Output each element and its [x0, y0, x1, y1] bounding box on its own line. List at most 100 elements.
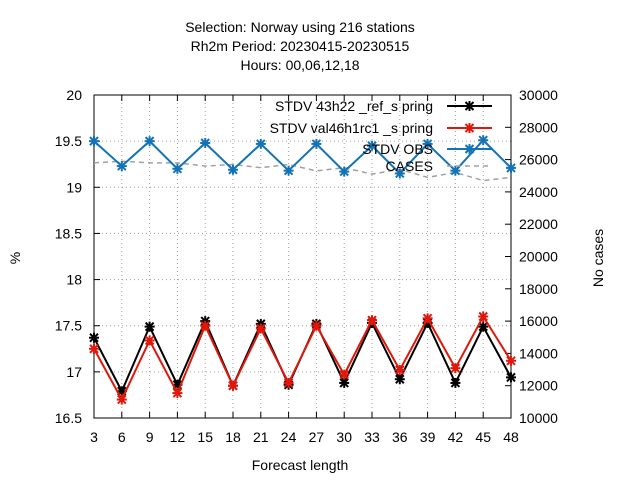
x-tick-label: 18: [225, 429, 241, 445]
y2-tick-label: 20000: [519, 249, 558, 265]
data-point: [339, 166, 350, 177]
y2-tick-label: 14000: [519, 345, 558, 361]
x-tick-label: 45: [475, 429, 491, 445]
x-tick-label: 24: [281, 429, 297, 445]
y2-tick-label: 28000: [519, 119, 558, 135]
y-tick-label: 19: [66, 179, 82, 195]
data-point: [506, 355, 516, 366]
x-tick-label: 27: [309, 429, 325, 445]
data-point: [144, 321, 155, 332]
data-point: [228, 380, 238, 391]
data-point: [255, 323, 266, 334]
x-tick-label: 33: [364, 429, 380, 445]
x-axis-label: Forecast length: [252, 457, 349, 473]
title-line-2: Rh2m Period: 20230415-20230515: [191, 38, 410, 54]
data-point: [283, 377, 294, 388]
y2-axis-label: No cases: [590, 229, 606, 287]
axes: 3 6 9 12 15 18 21 24 27 30 33 36 39 42 45 4816.51717.51…: [55, 87, 558, 445]
data-point: [478, 321, 489, 332]
y2-tick-label: 26000: [519, 152, 558, 168]
legend-entry: STDV val46h1rc1 _s pring: [270, 120, 492, 136]
series-cases: [93, 160, 512, 182]
x-tick-label: 15: [197, 429, 213, 445]
data-point: [422, 313, 433, 324]
series-stdv-obs: [89, 135, 516, 179]
data-point: [450, 363, 461, 374]
data-point: [478, 311, 489, 322]
data-point: [422, 138, 433, 149]
y-tick-label: 20: [66, 87, 82, 103]
data-point: [394, 365, 405, 376]
legend: STDV 43h22 _ref_s pring STDV val46h1rc1 _…: [270, 98, 492, 174]
x-tick-label: 39: [420, 429, 436, 445]
title-line-1: Selection: Norway using 216 stations: [185, 19, 415, 35]
x-tick-label: 9: [146, 429, 154, 445]
y-tick-label: 18: [66, 272, 82, 288]
x-tick-label: 6: [118, 429, 126, 445]
data-point: [367, 315, 377, 326]
data-point: [144, 335, 155, 346]
y2-tick-label: 30000: [519, 87, 558, 103]
x-tick-label: 42: [448, 429, 464, 445]
x-tick-label: 36: [392, 429, 408, 445]
legend-label: STDV OBS: [362, 141, 433, 157]
data-point: [450, 165, 461, 176]
series-line: [93, 138, 512, 175]
legend-label: CASES: [386, 158, 433, 174]
y2-tick-label: 10000: [519, 410, 558, 426]
data-point: [311, 320, 322, 331]
grid: [94, 95, 511, 418]
series-line: [93, 160, 512, 182]
legend-label: STDV 43h22 _ref_s pring: [275, 98, 433, 114]
data-point: [172, 163, 183, 174]
data-point: [144, 136, 155, 147]
chart-title: Selection: Norway using 216 stations Rh2…: [185, 19, 415, 73]
y2-tick-label: 22000: [519, 216, 558, 232]
data-point: [172, 388, 183, 399]
legend-entry: CASES: [386, 158, 492, 174]
legend-marker: [464, 144, 475, 154]
plot-frame: [93, 94, 512, 419]
x-tick-label: 12: [170, 429, 186, 445]
legend-entry: STDV 43h22 _ref_s pring: [275, 98, 492, 114]
data-point: [283, 165, 294, 176]
series-layer: [89, 135, 516, 405]
data-point: [228, 164, 238, 175]
series-stdv-val46h1rc1-spring: [89, 311, 516, 405]
x-tick-label: 48: [503, 429, 519, 445]
data-point: [200, 320, 211, 331]
y-tick-label: 17.5: [55, 318, 82, 334]
legend-marker: [464, 101, 475, 111]
y2-tick-label: 18000: [519, 281, 558, 297]
data-point: [255, 138, 266, 149]
data-point: [311, 138, 322, 149]
y-axis-label: %: [7, 252, 23, 264]
y2-tick-label: 12000: [519, 378, 558, 394]
data-point: [450, 377, 461, 388]
y2-tick-label: 24000: [519, 184, 558, 200]
data-point: [367, 140, 377, 151]
title-line-3: Hours: 00,06,12,18: [240, 57, 359, 73]
y-tick-label: 16.5: [55, 410, 82, 426]
data-point: [394, 374, 405, 385]
data-point: [339, 369, 350, 380]
y2-tick-label: 16000: [519, 313, 558, 329]
data-point: [506, 372, 516, 383]
y-tick-label: 19.5: [55, 133, 82, 149]
data-point: [89, 332, 99, 343]
data-point: [89, 343, 99, 354]
x-tick-label: 21: [253, 429, 269, 445]
data-point: [200, 137, 211, 148]
data-point: [89, 136, 99, 147]
x-tick-label: 3: [90, 429, 98, 445]
y-tick-label: 17: [66, 364, 82, 380]
legend-label: STDV val46h1rc1 _s pring: [270, 120, 433, 136]
legend-entry: STDV OBS: [362, 141, 492, 157]
data-point: [116, 161, 127, 172]
y-tick-label: 18.5: [55, 225, 82, 241]
series-line: [93, 314, 512, 402]
data-point: [394, 168, 405, 179]
data-point: [116, 394, 127, 405]
legend-marker: [464, 123, 475, 133]
x-tick-label: 30: [336, 429, 352, 445]
